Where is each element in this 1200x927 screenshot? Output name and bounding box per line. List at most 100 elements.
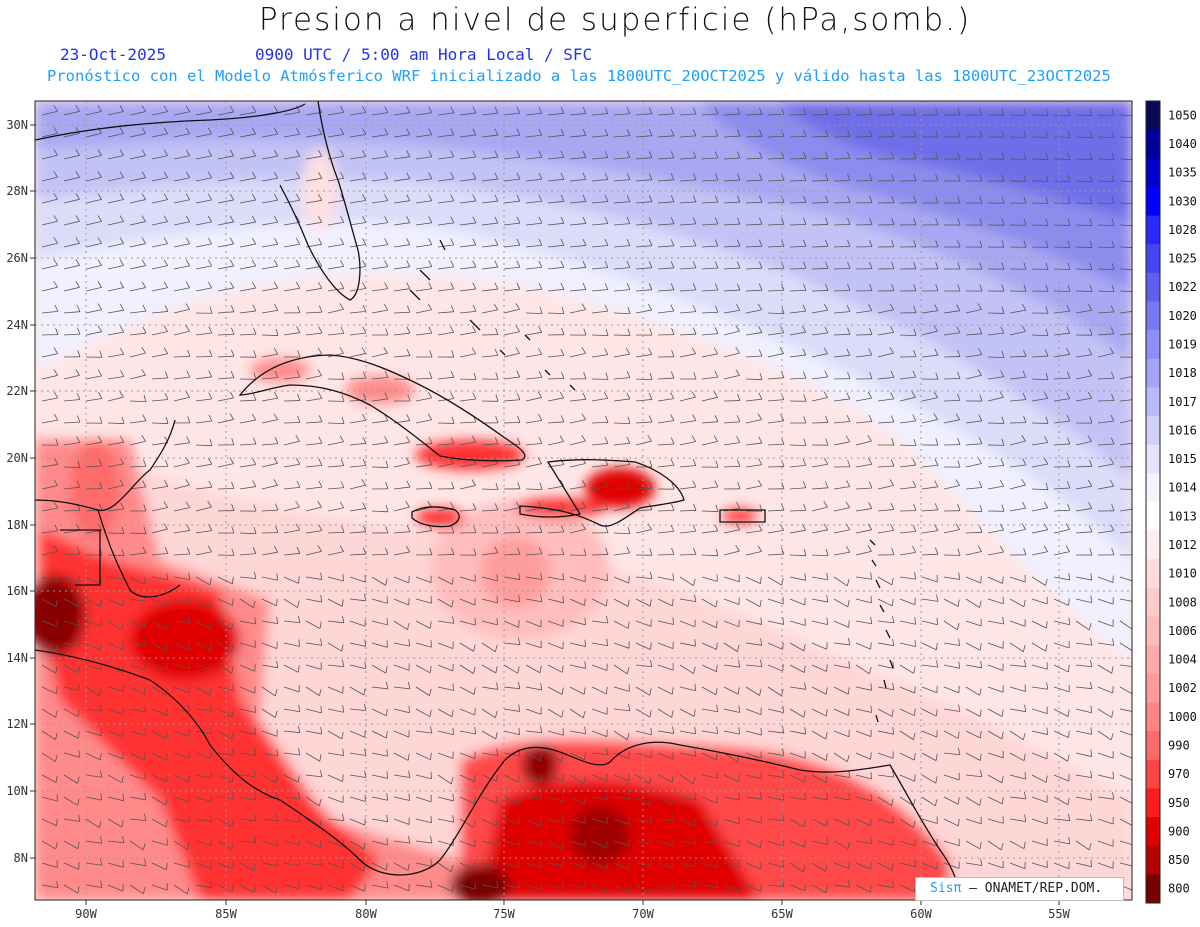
credit-box: Sisπ – ONAMET/REP.DOM. xyxy=(915,877,1124,901)
colorbar: 1050 1040 1035 1030 1028 1025 1022 1020 1019 1018… xyxy=(1145,100,1197,904)
map-plot-area xyxy=(35,101,1132,900)
yucatan-coast xyxy=(60,509,181,598)
colorbar-swatch xyxy=(1146,387,1160,417)
colorbar-swatch xyxy=(1146,587,1160,618)
colorbar-label: 1030 xyxy=(1168,194,1197,208)
lat-label: 28N xyxy=(6,184,28,198)
colorbar-label: 990 xyxy=(1168,738,1190,752)
colorbar-label: 1035 xyxy=(1168,166,1197,180)
colorbar-label: 900 xyxy=(1168,824,1190,838)
lat-label: 16N xyxy=(6,584,28,598)
longitude-labels: 90W 85W 80W 75W 70W 65W 60W 55W xyxy=(75,900,1071,921)
colorbar-label: 1050 xyxy=(1168,108,1197,122)
colorbar-label: 1006 xyxy=(1168,624,1197,638)
forecast-date: 23-Oct-2025 xyxy=(60,45,166,64)
south-america-coast xyxy=(559,741,961,900)
jamaica-coast xyxy=(411,506,460,528)
colorbar-label: 1017 xyxy=(1168,395,1197,409)
colorbar-label: 1019 xyxy=(1168,337,1197,351)
bahamas-coast xyxy=(409,239,576,391)
colorbar-label: 1028 xyxy=(1168,223,1197,237)
florida-coast xyxy=(35,101,361,301)
colorbar-swatch xyxy=(1146,416,1160,446)
cuba-coast xyxy=(238,354,526,462)
colorbar-swatch xyxy=(1146,186,1160,217)
lon-label: 85W xyxy=(215,907,237,921)
forecast-time: 0900 UTC / 5:00 am Hora Local / SFC xyxy=(255,45,593,64)
colorbar-swatch xyxy=(1146,759,1160,789)
colorbar-swatch xyxy=(1146,673,1160,703)
lat-label: 12N xyxy=(6,717,28,731)
lat-label: 22N xyxy=(6,384,28,398)
colorbar-label: 1004 xyxy=(1168,653,1197,667)
hispaniola-coast xyxy=(519,459,685,527)
colorbar-swatch xyxy=(1146,272,1160,302)
colorbar-label: 1015 xyxy=(1168,452,1197,466)
graticule xyxy=(35,101,1132,900)
colorbar-swatch xyxy=(1146,616,1160,646)
credit-text: – ONAMET/REP.DOM. xyxy=(969,881,1103,896)
lat-label: 30N xyxy=(6,118,28,132)
lon-label: 70W xyxy=(632,907,654,921)
lesser-antilles-coast xyxy=(869,539,894,723)
model-info: Pronóstico con el Modelo Atmósferico WRF… xyxy=(47,67,1111,85)
lat-label: 8N xyxy=(14,851,28,865)
colorbar-swatch xyxy=(1146,301,1160,331)
colorbar-label: 950 xyxy=(1168,796,1190,810)
lat-label: 14N xyxy=(6,651,28,665)
colorbar-swatch xyxy=(1146,215,1160,245)
colorbar-label: 1008 xyxy=(1168,595,1197,609)
colorbar-label: 1000 xyxy=(1168,710,1197,724)
colorbar-swatch xyxy=(1146,129,1160,159)
colorbar-swatch xyxy=(1146,874,1160,904)
coastlines xyxy=(35,101,961,900)
lon-label: 60W xyxy=(910,907,932,921)
lat-label: 20N xyxy=(6,451,28,465)
colorbar-swatch xyxy=(1146,645,1160,675)
page-title: Presion a nivel de superficie (hPa,somb.… xyxy=(258,2,972,38)
colorbar-swatch xyxy=(1146,244,1160,274)
colorbar-swatch xyxy=(1146,358,1160,388)
central-america-coast xyxy=(35,419,561,876)
colorbar-swatch xyxy=(1146,330,1160,360)
colorbar-swatch xyxy=(1146,817,1160,847)
lon-label: 65W xyxy=(771,907,793,921)
lat-label: 18N xyxy=(6,518,28,532)
colorbar-label: 1013 xyxy=(1168,509,1197,523)
colorbar-label: 850 xyxy=(1168,853,1190,867)
latitude-labels: 30N 28N 26N 24N 22N 20N 18N 16N 14N 12N 10N 8N xyxy=(6,118,35,865)
lon-label: 75W xyxy=(493,907,515,921)
pressure-shading xyxy=(35,101,1132,900)
lat-label: 26N xyxy=(6,251,28,265)
map-frame xyxy=(34,100,1133,901)
credit-brand: Sisπ xyxy=(930,881,962,896)
colorbar-label: 1022 xyxy=(1168,280,1197,294)
colorbar-label: 1014 xyxy=(1168,481,1197,495)
lon-label: 90W xyxy=(75,907,97,921)
colorbar-swatch xyxy=(1146,702,1160,732)
colorbar-swatch xyxy=(1146,559,1160,589)
colorbar-label: 1002 xyxy=(1168,681,1197,695)
colorbar-swatch xyxy=(1146,731,1160,761)
lat-label: 24N xyxy=(6,318,28,332)
colorbar-swatch xyxy=(1146,158,1160,188)
colorbar-label: 1025 xyxy=(1168,252,1197,266)
colorbar-swatch xyxy=(1146,444,1160,474)
colorbar-label: 1016 xyxy=(1168,423,1197,437)
lon-label: 55W xyxy=(1048,907,1070,921)
colorbar-swatch xyxy=(1146,845,1160,875)
colorbar-label: 1012 xyxy=(1168,538,1197,552)
colorbar-swatch xyxy=(1146,101,1160,131)
colorbar-swatch xyxy=(1146,502,1160,532)
colorbar-label: 1020 xyxy=(1168,309,1197,323)
lon-label: 80W xyxy=(355,907,377,921)
colorbar-label: 1018 xyxy=(1168,366,1197,380)
puerto-rico-coast xyxy=(719,509,766,523)
colorbar-swatch xyxy=(1146,530,1160,560)
colorbar-label: 1010 xyxy=(1168,567,1197,581)
lat-label: 10N xyxy=(6,784,28,798)
colorbar-label: 800 xyxy=(1168,882,1190,896)
colorbar-swatch xyxy=(1146,473,1160,503)
colorbar-swatch xyxy=(1146,788,1160,818)
